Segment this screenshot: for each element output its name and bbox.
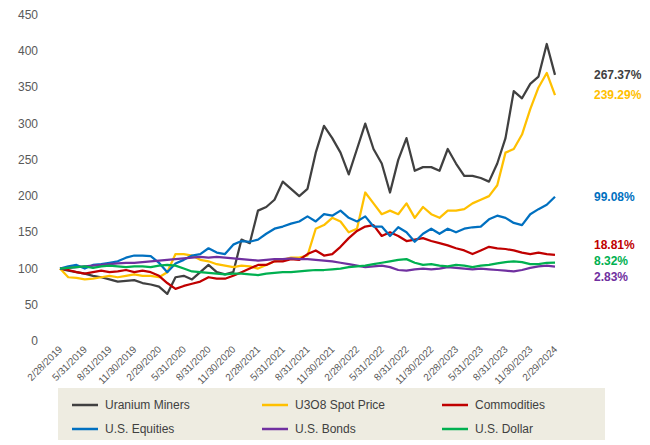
y-tick-label: 100 [18,262,38,276]
legend-label: Uranium Miners [105,398,190,412]
end-label: 239.29% [594,88,642,102]
y-tick-label: 400 [18,44,38,58]
plot-lines [60,44,555,294]
y-tick-label: 250 [18,153,38,167]
y-tick-label: 350 [18,80,38,94]
series-line [60,44,555,294]
legend-swatch [72,428,98,431]
legend-swatch [262,428,288,431]
legend-swatch [262,404,288,407]
chart: 0501001502002503003504004502/28/20195/31… [0,0,650,445]
legend-label: U3O8 Spot Price [295,398,385,412]
legend: Uranium Miners U3O8 Spot Price Commodities… [58,388,605,440]
end-label: 2.83% [594,270,628,284]
end-label: 267.37% [594,68,642,82]
y-tick-label: 0 [31,334,38,348]
y-tick-label: 450 [18,8,38,22]
end-label: 8.32% [594,254,628,268]
legend-swatch [442,404,468,407]
legend-swatch [72,404,98,407]
series-line [60,257,555,271]
series-line [60,259,555,275]
series-line [60,73,555,279]
x-tick-label: 2/29/2024 [520,343,560,383]
y-tick-label: 150 [18,225,38,239]
end-label: 99.08% [594,190,635,204]
legend-box [58,388,605,440]
end-label: 18.81% [594,238,635,252]
y-tick-label: 300 [18,117,38,131]
legend-label: U.S. Bonds [295,422,356,436]
legend-label: U.S. Equities [105,422,174,436]
legend-swatch [442,428,468,431]
y-tick-label: 50 [25,298,39,312]
legend-label: U.S. Dollar [475,422,533,436]
y-tick-label: 200 [18,189,38,203]
series-line [60,225,555,289]
series-line [60,197,555,272]
legend-label: Commodities [475,398,545,412]
